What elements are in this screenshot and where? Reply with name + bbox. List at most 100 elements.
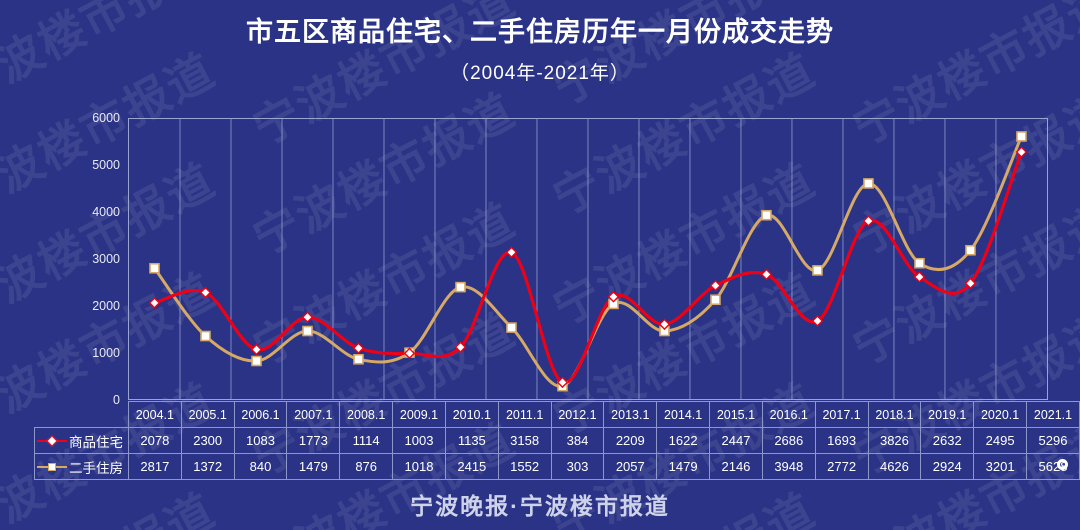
data-point-marker — [302, 325, 313, 337]
legend-diamond-icon — [37, 434, 67, 447]
data-point-marker — [862, 215, 875, 227]
data-point-marker — [251, 355, 262, 367]
table-cell-value: 303 — [550, 453, 605, 480]
table-cell-value: 5296 — [1026, 427, 1080, 454]
data-point-marker — [1015, 146, 1028, 158]
data-point-marker — [709, 279, 722, 292]
data-point-marker — [556, 376, 569, 389]
table-cell-value: 1693 — [814, 427, 869, 454]
legend-row-new-housing: 商品住宅 — [34, 427, 129, 454]
data-point-marker — [200, 330, 211, 342]
table-cell-value: 2146 — [709, 453, 763, 480]
data-point-marker — [761, 209, 772, 221]
data-point-marker — [505, 246, 518, 259]
table-cell-value: 3948 — [761, 453, 816, 480]
legend-square-icon — [37, 461, 67, 473]
table-header-year: 2007.1 — [286, 401, 341, 428]
table-cell-value: 2415 — [444, 453, 499, 480]
data-point-marker — [403, 347, 416, 360]
legend-label: 二手住房 — [69, 460, 123, 476]
line-chart-svg — [148, 119, 1028, 401]
table-header-year: 2010.1 — [444, 401, 499, 428]
legend-marker — [48, 462, 56, 471]
table-cell-value: 2632 — [920, 427, 975, 454]
table-header-year: 2017.1 — [814, 401, 869, 428]
table-corner-cell — [35, 402, 129, 428]
table-cell-value: 2924 — [920, 453, 975, 480]
table-header-year: 2014.1 — [656, 401, 711, 428]
y-axis-tick-label: 0 — [113, 393, 120, 407]
data-point-marker — [913, 271, 926, 283]
table-header-year: 2013.1 — [603, 401, 658, 428]
table-cell-value: 3826 — [867, 427, 922, 454]
table-header-year: 2020.1 — [973, 401, 1027, 428]
table-cell-value: 2209 — [603, 427, 658, 454]
table-header-row: 2004.1 2005.1 2006.1 2007.1 2008.1 2009.1 2010… — [35, 401, 1080, 428]
data-point-marker — [301, 311, 314, 324]
data-point-marker — [149, 262, 160, 274]
data-point-marker — [1016, 131, 1027, 142]
data-point-marker — [148, 297, 161, 309]
table-header-year: 2004.1 — [127, 401, 182, 428]
table-cell-value: 1114 — [339, 427, 394, 454]
table-cell-value: 3201 — [973, 453, 1027, 480]
chart-title: 市五区商品住宅、二手住房历年一月份成交走势 — [246, 17, 834, 47]
table-cell-value: 2817 — [127, 453, 182, 480]
y-axis-tick-label: 4000 — [92, 205, 120, 219]
data-point-marker — [353, 354, 364, 365]
table-header-year: 2016.1 — [761, 401, 816, 428]
footer-credit: 宁波晚报·宁波楼市报道 — [410, 493, 670, 519]
corner-dot-icon — [1057, 459, 1068, 470]
table-header-year: 2012.1 — [550, 401, 605, 428]
table-header-year: 2011.1 — [497, 401, 552, 428]
table-cell-value: 2057 — [603, 453, 658, 480]
table-cell-value: 2495 — [973, 427, 1027, 454]
y-axis-tick-label: 1000 — [92, 346, 120, 360]
table-cell-value: 384 — [550, 427, 605, 454]
data-point-marker — [812, 265, 823, 276]
table-header-year: 2018.1 — [867, 401, 922, 428]
plot-area — [128, 118, 1048, 401]
table-cell-value: 1372 — [180, 453, 235, 480]
table-cell-value: 2447 — [709, 427, 763, 454]
table-cell-value: 1552 — [497, 453, 552, 480]
data-point-marker — [352, 342, 365, 354]
table-cell-value: 2686 — [761, 427, 816, 454]
table-cell-value: 1622 — [656, 427, 711, 454]
y-axis-tick-label: 5000 — [92, 158, 120, 172]
data-point-marker — [811, 315, 824, 327]
data-point-marker — [710, 294, 721, 306]
data-point-marker — [964, 277, 977, 290]
table-cell-value: 2772 — [814, 453, 869, 480]
y-axis-tick-label: 2000 — [92, 299, 120, 313]
data-table: 2004.1 2005.1 2006.1 2007.1 2008.1 2009.1 2010… — [34, 401, 1080, 480]
table-cell-value: 3158 — [497, 427, 552, 454]
table-header-year: 2006.1 — [233, 401, 288, 428]
table-header-year: 2009.1 — [392, 401, 446, 428]
y-axis-tick-label: 6000 — [92, 111, 120, 125]
data-point-marker — [455, 281, 466, 293]
data-point-marker — [199, 286, 212, 299]
data-point-marker — [863, 178, 874, 189]
data-point-marker — [506, 322, 517, 333]
table-header-year: 2015.1 — [709, 401, 763, 428]
table-cell-value: 840 — [233, 453, 288, 480]
legend-marker — [46, 434, 58, 447]
y-axis-tick-label: 3000 — [92, 252, 120, 266]
table-cell-value: 1773 — [286, 427, 341, 454]
data-point-marker — [607, 290, 620, 303]
data-point-marker — [760, 268, 773, 281]
table-cell-value: 1018 — [392, 453, 446, 480]
legend-row-second-hand: 二手住房 — [34, 453, 129, 480]
data-point-marker — [914, 257, 925, 269]
table-cell-value: 1083 — [233, 427, 288, 454]
data-point-marker — [454, 341, 467, 353]
table-cell-value: 2300 — [180, 427, 235, 454]
table-header-year: 2005.1 — [180, 401, 235, 428]
table-cell-value: 2078 — [127, 427, 182, 454]
chart-subtitle: （2004年-2021年） — [450, 63, 630, 84]
legend-label: 商品住宅 — [69, 434, 123, 450]
table-cell-value: 1479 — [656, 453, 711, 480]
